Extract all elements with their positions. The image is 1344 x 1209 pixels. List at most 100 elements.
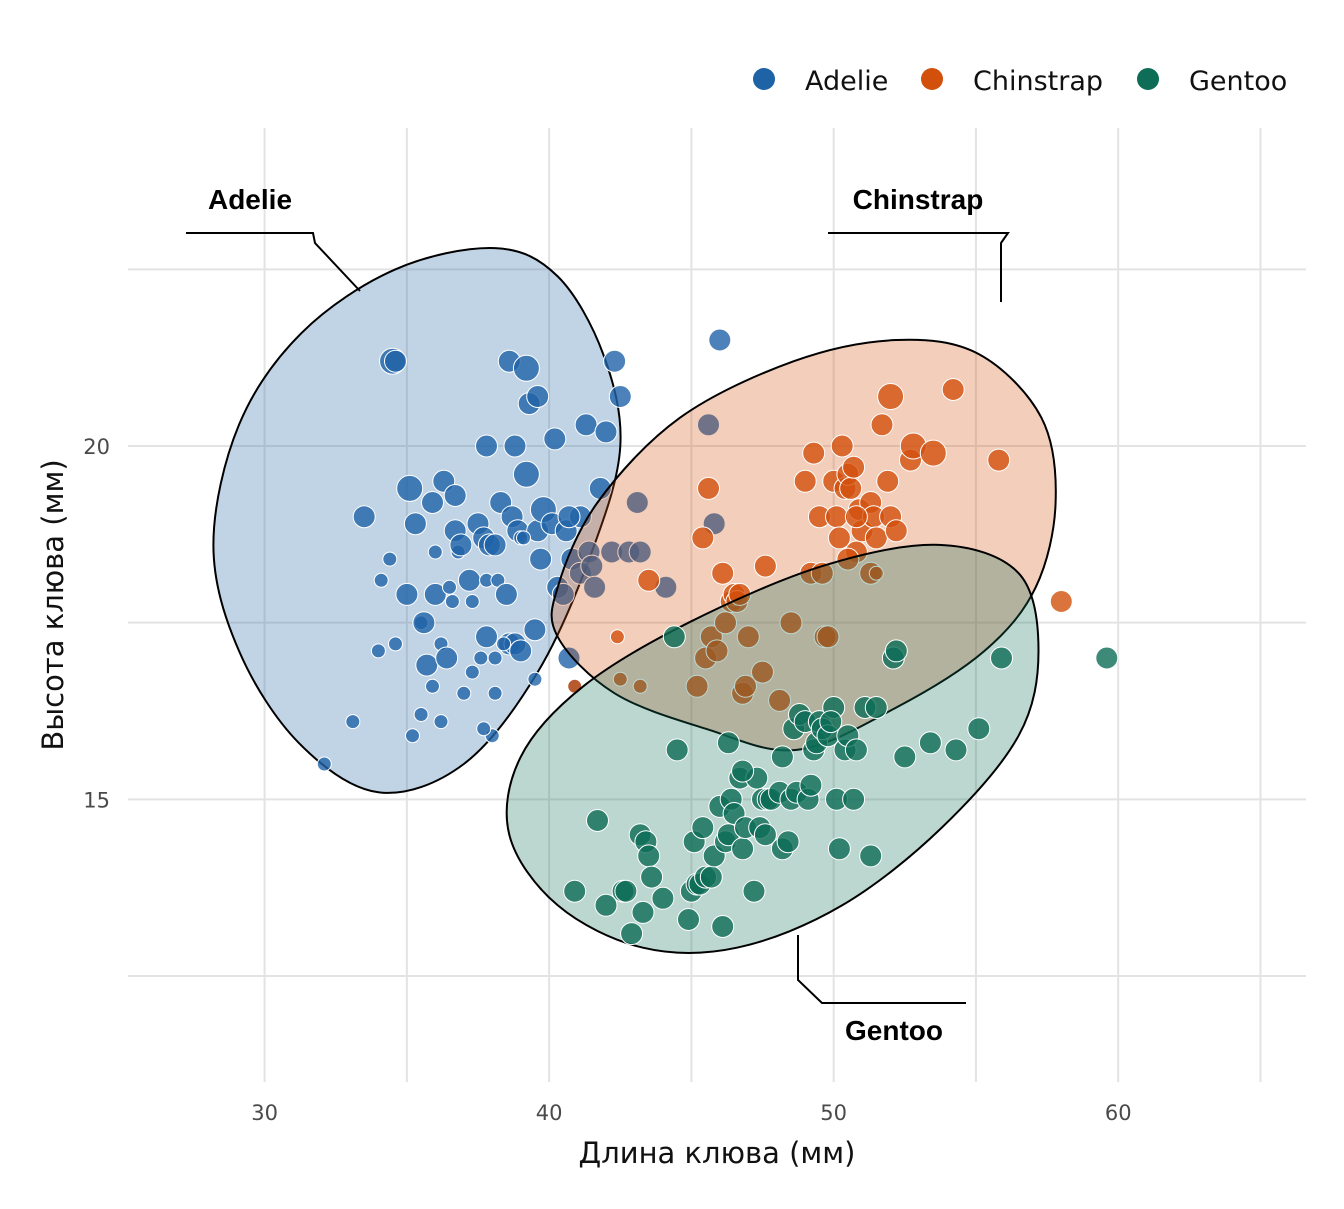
adelie-point <box>405 728 420 744</box>
chinstrap-point <box>697 476 720 500</box>
chinstrap-point <box>768 688 792 712</box>
adelie-point <box>628 540 652 564</box>
gentoo-point <box>990 646 1013 670</box>
gentoo-point <box>631 900 655 924</box>
adelie-point <box>583 575 607 599</box>
gentoo-point <box>594 893 618 917</box>
chinstrap-point <box>1049 590 1073 613</box>
adelie-point <box>526 385 550 408</box>
legend-label: Gentoo <box>1189 66 1287 97</box>
adelie-point <box>574 413 598 437</box>
legend: Adelie Chinstrap Gentoo <box>753 66 1287 97</box>
gentoo-point <box>563 879 587 903</box>
legend-swatch <box>921 68 943 90</box>
adelie-point <box>464 664 480 680</box>
adelie-point <box>473 650 489 666</box>
adelie-point <box>523 618 547 642</box>
adelie-point <box>370 643 386 659</box>
chinstrap-point <box>877 383 905 410</box>
gentoo-point <box>776 830 800 854</box>
gentoo-point <box>819 710 843 734</box>
chinstrap-point <box>816 625 840 649</box>
adelie-point <box>625 491 649 514</box>
chinstrap-point <box>793 469 817 493</box>
chinstrap-point <box>711 561 735 585</box>
adelie-point <box>594 420 618 444</box>
gentoo-point <box>1095 646 1119 670</box>
legend-swatch <box>753 68 775 90</box>
adelie-point <box>512 460 540 488</box>
chinstrap-point <box>987 448 1011 472</box>
x-tick-label: 30 <box>251 1101 278 1125</box>
gentoo-point <box>827 837 851 861</box>
series-adelie <box>212 247 732 794</box>
chinstrap-point <box>919 439 947 467</box>
adelie-point <box>543 427 567 451</box>
adelie-point <box>443 484 467 507</box>
chinstrap-point <box>632 678 648 694</box>
adelie-point <box>608 385 632 408</box>
gentoo-point <box>967 717 991 741</box>
gentoo-point <box>799 773 823 797</box>
adelie-point <box>557 646 581 670</box>
chinstrap-point <box>612 671 628 687</box>
adelie-point <box>487 650 503 666</box>
gentoo-point <box>640 865 664 889</box>
gentoo-annotation-leader <box>797 935 966 1004</box>
gentoo-point <box>844 738 868 762</box>
y-tick-label: 20 <box>83 435 110 459</box>
gentoo-point <box>753 823 777 847</box>
gentoo-point <box>699 865 723 889</box>
gentoo-point <box>770 745 794 769</box>
gentoo-point <box>918 731 942 755</box>
legend-item-chinstrap: Chinstrap <box>921 66 1103 97</box>
adelie-point <box>697 413 720 437</box>
chinstrap-point <box>827 526 851 550</box>
gentoo-point <box>665 738 689 762</box>
adelie-point <box>442 579 457 595</box>
chinstrap-point <box>753 554 777 578</box>
gentoo-point <box>884 639 908 663</box>
legend-swatch <box>1137 68 1159 90</box>
adelie-point <box>494 582 518 606</box>
adelie-point <box>557 505 581 529</box>
chinstrap-point <box>941 378 965 401</box>
x-tick-label: 50 <box>820 1101 847 1125</box>
adelie-point <box>527 671 543 687</box>
adelie-point <box>413 707 429 722</box>
adelie-point <box>457 568 481 592</box>
adelie-point <box>316 756 332 772</box>
adelie-point <box>352 505 376 529</box>
chinstrap-point <box>842 455 866 479</box>
axis-layer: 30 40 50 60 15 20 Длина клюва (мм) Высота клюва… <box>36 435 1132 1170</box>
gentoo-point <box>691 816 715 840</box>
adelie-point <box>433 714 449 730</box>
adelie-point <box>509 639 533 663</box>
gentoo-point <box>742 879 766 903</box>
adelie-point <box>512 354 540 382</box>
chinstrap-point <box>691 526 715 550</box>
chinstrap-point <box>830 434 854 458</box>
adelie-point <box>516 530 531 546</box>
x-tick-label: 60 <box>1105 1101 1132 1125</box>
chinstrap-point <box>714 611 737 635</box>
chinstrap-point <box>802 441 826 465</box>
chinstrap-point <box>609 629 625 645</box>
adelie-point <box>425 678 440 694</box>
legend-item-gentoo: Gentoo <box>1137 66 1287 97</box>
chinstrap-point <box>736 625 760 649</box>
gentoo-point <box>944 738 968 762</box>
gentoo-point <box>677 908 700 931</box>
x-tick-label: 40 <box>536 1101 563 1125</box>
gentoo-point <box>864 696 888 719</box>
adelie-point <box>444 594 460 609</box>
adelie-point <box>475 434 498 458</box>
gentoo-point <box>731 759 755 783</box>
chinstrap-point <box>870 413 894 437</box>
adelie-point <box>421 491 444 514</box>
adelie-point <box>476 721 492 737</box>
gentoo-point <box>716 731 740 755</box>
chinstrap-point <box>839 476 863 500</box>
gentoo-point <box>662 625 686 649</box>
